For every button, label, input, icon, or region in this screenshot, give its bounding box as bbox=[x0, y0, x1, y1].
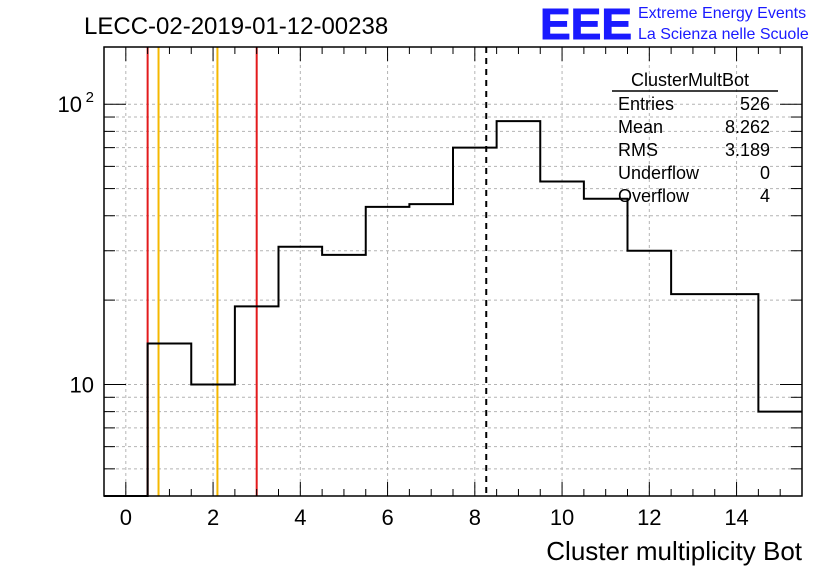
y-tick-label: 10 bbox=[58, 92, 82, 117]
histogram-step-line bbox=[104, 120, 802, 497]
logo-letters: EEE bbox=[540, 0, 632, 49]
stats-row-value: 0 bbox=[760, 163, 770, 183]
marker-lines bbox=[146, 47, 488, 496]
stats-box-title: ClusterMultBot bbox=[631, 70, 749, 90]
run-title: LECC-02-2019-01-12-00238 bbox=[84, 13, 388, 40]
stats-row-value: 4 bbox=[760, 186, 770, 206]
stats-row-label: RMS bbox=[618, 140, 658, 160]
stats-row-label: Entries bbox=[618, 94, 674, 114]
y-tick-label: 10 bbox=[70, 372, 94, 397]
x-tick-label: 10 bbox=[550, 505, 574, 530]
x-axis-label: Cluster multiplicity Bot bbox=[546, 536, 803, 566]
logo-line2: La Scienza nelle Scuole bbox=[638, 26, 809, 43]
x-tick-label: 0 bbox=[120, 505, 132, 530]
x-tick-label: 12 bbox=[637, 505, 661, 530]
y-tick-label-exponent: 2 bbox=[86, 89, 94, 106]
stats-row-value: 526 bbox=[740, 94, 770, 114]
stats-row-label: Overflow bbox=[618, 186, 690, 206]
x-tick-label: 6 bbox=[381, 505, 393, 530]
x-tick-label: 14 bbox=[724, 505, 748, 530]
x-tick-label: 8 bbox=[469, 505, 481, 530]
stats-row-label: Mean bbox=[618, 117, 663, 137]
logo-line1: Extreme Energy Events bbox=[638, 5, 806, 22]
stats-rows: Entries 526 Mean 8.262 RMS 3.189 Underflow 0 Ove… bbox=[618, 94, 770, 206]
stats-row-value: 8.262 bbox=[725, 117, 770, 137]
axis-ticks bbox=[103, 47, 803, 497]
x-tick-labels: 0 2 4 6 8 10 12 14 bbox=[120, 505, 749, 530]
stats-row-value: 3.189 bbox=[725, 140, 770, 160]
eee-logo: EEE Extreme Energy Events La Scienza nel… bbox=[540, 0, 809, 50]
stats-box: ClusterMultBot Entries 526 Mean 8.262 RMS 3.1… bbox=[612, 70, 778, 206]
stats-row-label: Underflow bbox=[618, 163, 700, 183]
x-tick-label: 4 bbox=[294, 505, 306, 530]
x-tick-label: 2 bbox=[207, 505, 219, 530]
